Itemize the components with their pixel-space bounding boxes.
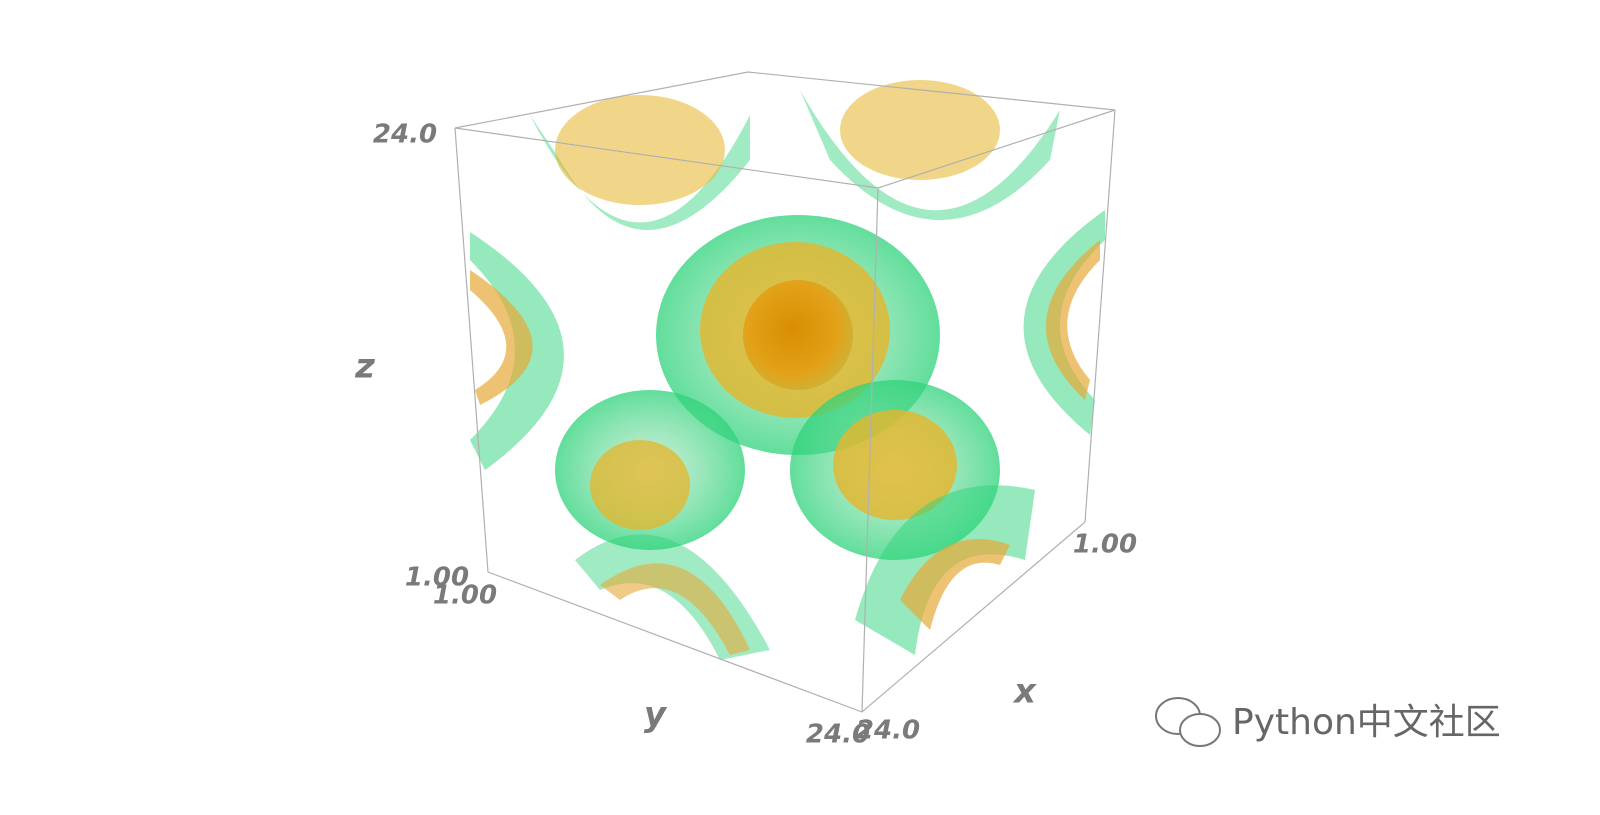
bounding-box	[454, 71, 1116, 713]
x-tick-label: 1.00	[1073, 530, 1137, 560]
y-axis-label: y	[644, 695, 668, 735]
x-tick-label: 24.0	[856, 716, 920, 746]
watermark: Python中文社区	[1232, 702, 1501, 743]
watermark-icon	[1155, 697, 1221, 747]
z-axis-label: z	[354, 347, 375, 387]
isosurfaces	[470, 80, 1105, 660]
y-tick-label: 24.0	[806, 720, 870, 750]
x-axis-label: x	[1012, 672, 1037, 712]
z-tick-label: 1.00	[405, 563, 469, 593]
y-tick-label: 1.00	[433, 581, 497, 611]
z-tick-label: 24.0	[373, 120, 437, 150]
